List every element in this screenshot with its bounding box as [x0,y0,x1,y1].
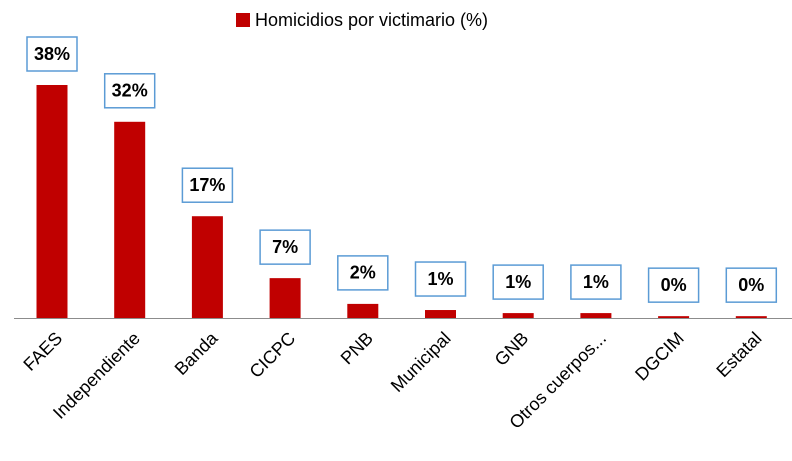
value-label-box [26,36,78,72]
x-tick-label: FAES [19,328,66,375]
value-label: 17% [189,175,225,195]
legend-swatch [236,13,250,27]
bar [658,316,690,318]
bar [269,278,301,318]
bar [502,313,534,318]
legend-label: Homicidios por victimario (%) [255,10,488,30]
bar [191,216,223,318]
value-label-box [181,167,234,203]
bar [580,313,612,318]
value-label: 2% [350,263,376,283]
x-tick-label: DGCIM [631,328,688,385]
bar [735,316,767,318]
value-label-box [259,229,311,265]
value-label-box [492,264,544,300]
value-label-box [647,267,700,303]
x-tick-label: CICPC [246,328,300,382]
value-label: 1% [583,272,609,292]
value-label: 0% [738,275,764,295]
bar [425,310,456,318]
value-label-box [570,264,622,300]
value-label: 38% [34,44,70,64]
x-tick-label: Banda [171,327,223,379]
value-label-box [337,255,389,291]
x-tick-label: Municipal [387,328,455,396]
value-label-box [103,73,156,109]
x-tick-label: Estatal [712,328,765,381]
value-label: 1% [427,269,453,289]
value-label: 1% [505,272,531,292]
x-tick-label: PNB [337,328,377,368]
value-label: 0% [661,275,687,295]
bar [347,303,379,318]
bar [36,85,68,318]
value-label: 7% [272,237,298,257]
value-label-box [725,267,778,303]
value-label: 32% [112,81,148,101]
bar [114,121,146,318]
x-tick-label: GNB [491,328,533,370]
value-label-box [414,261,467,297]
